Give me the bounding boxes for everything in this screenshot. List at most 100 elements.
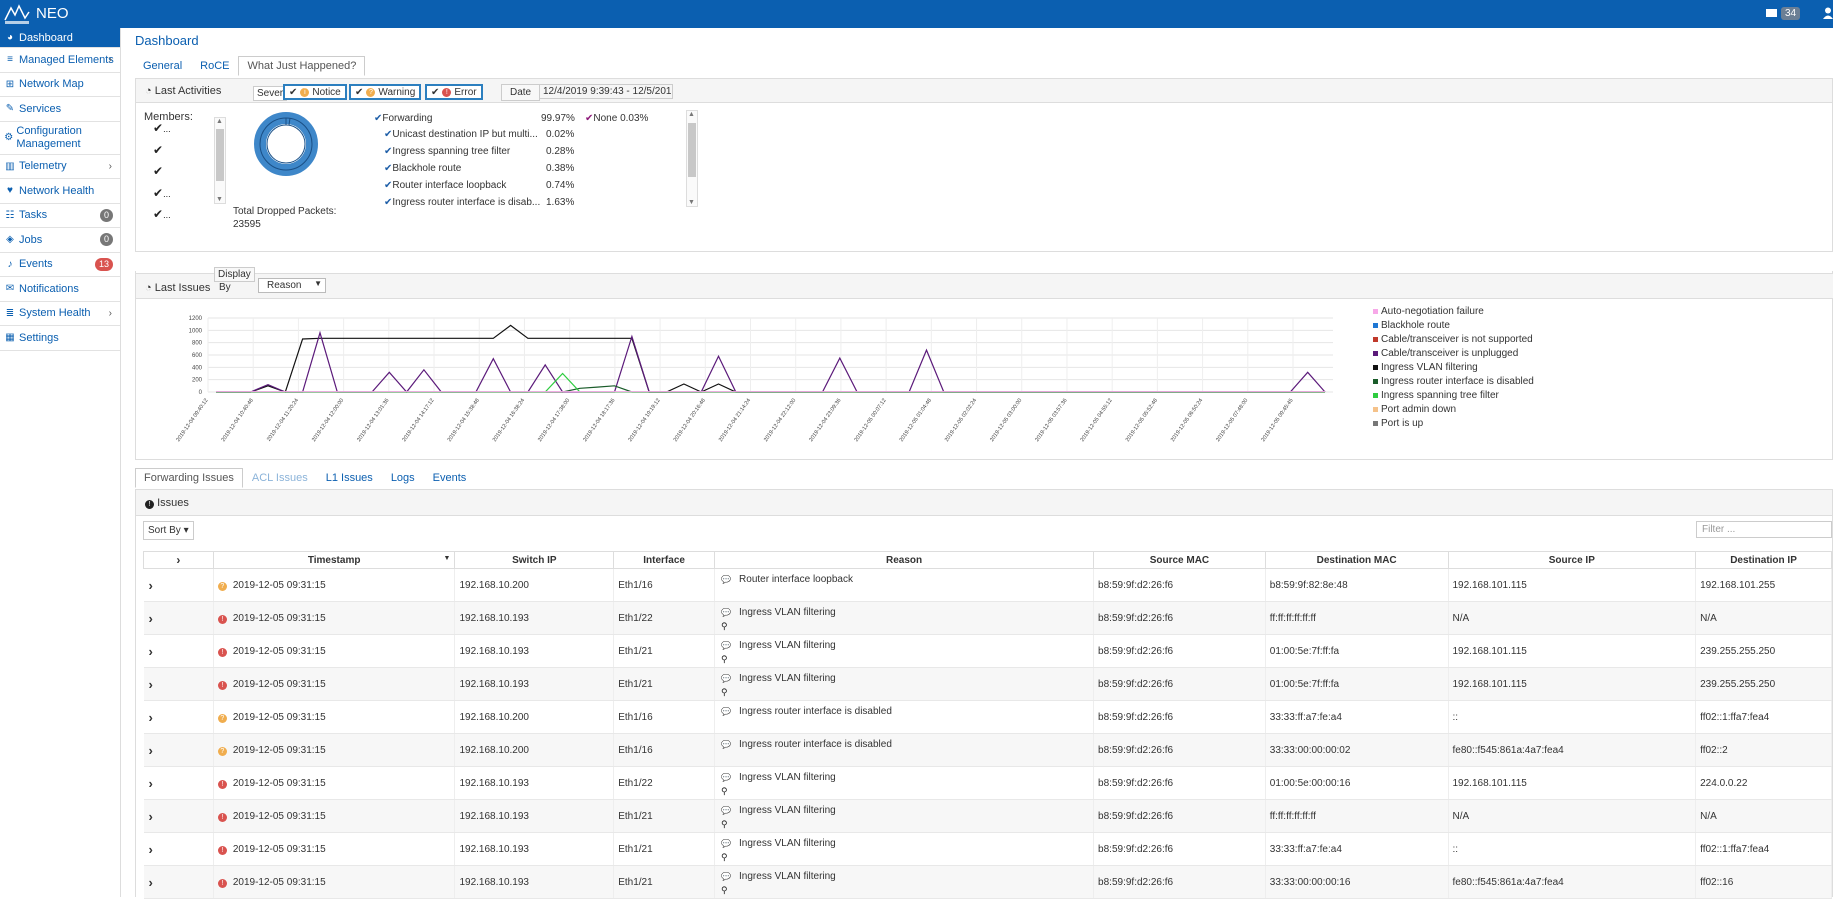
- table-row[interactable]: ›! 2019-12-05 09:31:15 192.168.10.193 Eth1/…: [143, 667, 1832, 701]
- scroll-down-icon[interactable]: ▼: [216, 196, 223, 203]
- expand-row-button[interactable]: ›: [143, 634, 214, 668]
- member-item[interactable]: ✔: [153, 164, 163, 178]
- tab-forwarding-issues[interactable]: Forwarding Issues: [135, 468, 243, 488]
- column-source-ip[interactable]: Source IP: [1447, 551, 1697, 569]
- comment-icon[interactable]: 💬: [721, 806, 731, 815]
- table-row[interactable]: ›! 2019-12-05 09:31:15 192.168.10.193 Eth1/…: [143, 634, 1832, 668]
- date-range-input[interactable]: 12/4/2019 9:39:43 - 12/5/201: [539, 84, 673, 99]
- comment-icon[interactable]: 💬: [721, 608, 731, 617]
- chevron-right-icon[interactable]: ›: [148, 577, 153, 593]
- legend-item[interactable]: Cable/transceiver is not supported: [1373, 334, 1533, 345]
- sidebar-item-telemetry[interactable]: ▥ Telemetry ›: [0, 155, 120, 179]
- tab-logs[interactable]: Logs: [390, 472, 415, 484]
- reasons-scroll-up-icon[interactable]: ▲: [688, 111, 695, 118]
- tab-events[interactable]: Events: [432, 472, 467, 484]
- expand-all-header[interactable]: ›: [143, 551, 214, 569]
- expand-row-button[interactable]: ›: [143, 766, 214, 800]
- expand-row-button[interactable]: ›: [143, 568, 214, 602]
- reason-legend-item[interactable]: ✔Ingress router interface is disab...: [384, 197, 540, 208]
- comment-icon[interactable]: 💬: [721, 674, 731, 683]
- legend-item[interactable]: Cable/transceiver is unplugged: [1373, 348, 1518, 359]
- expand-row-button[interactable]: ›: [143, 667, 214, 701]
- legend-item[interactable]: Auto-negotiation failure: [1373, 306, 1484, 317]
- column-reason[interactable]: Reason: [714, 551, 1095, 569]
- reasons-scroll-down-icon[interactable]: ▼: [688, 199, 695, 206]
- reason-legend-item[interactable]: ✔Unicast destination IP but multi...: [384, 129, 538, 140]
- comment-icon[interactable]: 💬: [721, 872, 731, 881]
- severity-error-toggle[interactable]: ✔! Error: [425, 84, 483, 100]
- tab-general[interactable]: General: [143, 60, 183, 72]
- search-icon[interactable]: ⚲: [721, 786, 728, 796]
- forwarding-legend[interactable]: ✔Forwarding: [374, 113, 432, 124]
- search-icon[interactable]: ⚲: [721, 621, 728, 631]
- column-destination-ip[interactable]: Destination IP: [1695, 551, 1832, 569]
- reason-legend-item[interactable]: ✔Blackhole route: [384, 163, 461, 174]
- column-switch-ip[interactable]: Switch IP: [454, 551, 615, 569]
- table-row[interactable]: ›? 2019-12-05 09:31:15 192.168.10.200 Eth1/…: [143, 568, 1832, 602]
- sidebar-item-network-map[interactable]: ⊞ Network Map: [0, 73, 120, 97]
- table-row[interactable]: ›? 2019-12-05 09:31:15 192.168.10.200 Eth1/…: [143, 733, 1832, 767]
- reasons-scrollbar[interactable]: ▲ ▼: [686, 110, 698, 207]
- table-row[interactable]: ›? 2019-12-05 09:31:15 192.168.10.200 Eth1/…: [143, 700, 1832, 734]
- search-icon[interactable]: ⚲: [721, 687, 728, 697]
- sidebar-item-jobs[interactable]: ◈ Jobs 0: [0, 228, 120, 253]
- legend-item[interactable]: Port admin down: [1373, 404, 1456, 415]
- search-icon[interactable]: ⚲: [721, 654, 728, 664]
- comment-icon[interactable]: 💬: [721, 740, 731, 749]
- expand-row-button[interactable]: ›: [143, 799, 214, 833]
- chevron-right-icon[interactable]: ›: [148, 610, 153, 626]
- legend-item[interactable]: Ingress router interface is disabled: [1373, 376, 1534, 387]
- mail-icon[interactable]: [1766, 9, 1777, 17]
- expand-row-button[interactable]: ›: [143, 733, 214, 767]
- members-scroll-thumb[interactable]: [216, 129, 224, 181]
- chevron-right-icon[interactable]: ›: [148, 841, 153, 857]
- column-source-mac[interactable]: Source MAC: [1093, 551, 1266, 569]
- expand-row-button[interactable]: ›: [143, 601, 214, 635]
- column-destination-mac[interactable]: Destination MAC: [1264, 551, 1449, 569]
- display-by-select[interactable]: Reason ▼: [258, 278, 326, 293]
- sort-desc-icon[interactable]: ▼: [443, 555, 451, 562]
- sidebar-item-services[interactable]: ✎ Services: [0, 97, 120, 122]
- table-row[interactable]: ›! 2019-12-05 09:31:15 192.168.10.193 Eth1/…: [143, 799, 1832, 833]
- table-row[interactable]: ›! 2019-12-05 09:31:15 192.168.10.193 Eth1/…: [143, 766, 1832, 800]
- column-interface[interactable]: Interface: [613, 551, 716, 569]
- reason-legend-item[interactable]: ✔Ingress spanning tree filter: [384, 146, 510, 157]
- legend-item[interactable]: Ingress VLAN filtering: [1373, 362, 1478, 373]
- chevron-right-icon[interactable]: ›: [148, 775, 153, 791]
- table-row[interactable]: ›! 2019-12-05 09:31:15 192.168.10.193 Eth1/…: [143, 601, 1832, 635]
- column-timestamp[interactable]: Timestamp ▼: [212, 551, 456, 569]
- table-row[interactable]: ›! 2019-12-05 09:31:15 192.168.10.193 Eth1/…: [143, 832, 1832, 866]
- reasons-scroll-thumb[interactable]: [688, 123, 696, 177]
- chevron-right-icon[interactable]: ›: [148, 643, 153, 659]
- chevron-right-icon[interactable]: ›: [148, 808, 153, 824]
- sidebar-item-settings[interactable]: ▦ Settings: [0, 326, 120, 351]
- tab-l1-issues[interactable]: L1 Issues: [325, 472, 373, 484]
- chevron-right-icon[interactable]: ›: [148, 709, 153, 725]
- user-icon[interactable]: [1823, 7, 1833, 19]
- filter-input[interactable]: Filter ...: [1696, 521, 1832, 538]
- search-icon[interactable]: ⚲: [721, 852, 728, 862]
- mellanox-logo[interactable]: [3, 2, 31, 26]
- expand-row-button[interactable]: ›: [143, 832, 214, 866]
- search-icon[interactable]: ⚲: [721, 819, 728, 829]
- legend-item[interactable]: Blackhole route: [1373, 320, 1450, 331]
- member-item[interactable]: ✔...: [153, 186, 171, 200]
- sidebar-item-tasks[interactable]: ☷ Tasks 0: [0, 204, 120, 228]
- comment-icon[interactable]: 💬: [721, 707, 731, 716]
- tab-acl-issues[interactable]: ACL Issues: [251, 472, 308, 484]
- chevron-right-icon[interactable]: ›: [148, 676, 153, 692]
- table-row[interactable]: ›! 2019-12-05 09:31:15 192.168.10.193 Eth1/…: [143, 865, 1832, 899]
- tab-roce[interactable]: RoCE: [200, 60, 230, 72]
- sidebar-item-network-health[interactable]: ♥ Network Health: [0, 179, 120, 204]
- mail-count-badge[interactable]: 34: [1781, 7, 1801, 20]
- tab-what-just-happened[interactable]: What Just Happened?: [238, 56, 366, 76]
- sidebar-item-managed-elements[interactable]: ≡ Managed Elements ›: [0, 48, 120, 73]
- sidebar-item-system-health[interactable]: ≣ System Health ›: [0, 302, 120, 326]
- severity-notice-toggle[interactable]: ✔ i Notice: [283, 84, 347, 100]
- member-item[interactable]: ✔...: [153, 121, 171, 135]
- member-item[interactable]: ✔...: [153, 207, 171, 221]
- sidebar-item-configuration-management[interactable]: ⚙ Configuration Management: [0, 122, 120, 155]
- legend-item[interactable]: Ingress spanning tree filter: [1373, 390, 1499, 401]
- comment-icon[interactable]: 💬: [721, 773, 731, 782]
- sidebar-item-dashboard[interactable]: ◕ Dashboard: [0, 28, 120, 48]
